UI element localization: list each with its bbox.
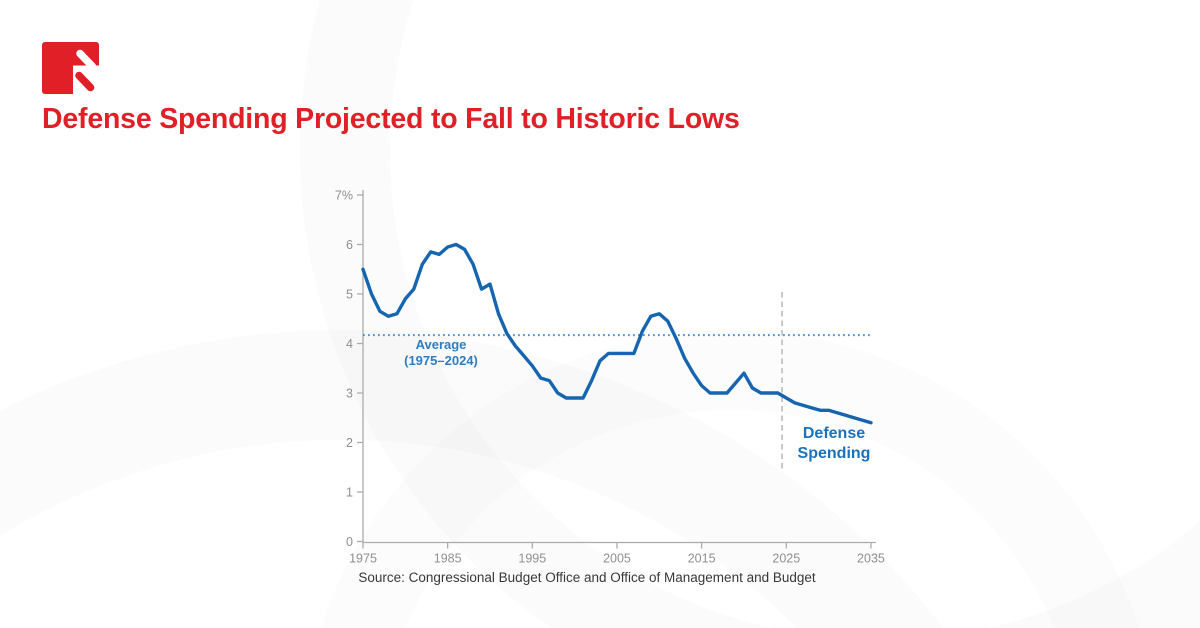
y-axis-tick-label: 2 [346,436,353,450]
x-axis-tick-label: 1995 [518,552,546,566]
average-line-label: Average (1975–2024) [383,337,499,368]
series-label-line2: Spending [797,445,871,462]
average-label-line1: Average [415,337,467,352]
y-axis-tick-label: 3 [346,387,353,401]
x-axis-tick-label: 2035 [857,552,885,566]
y-axis-tick-label: 4 [346,337,353,351]
series-label-line1: Defense [802,425,866,442]
y-axis-tick-label: 7% [335,189,353,203]
page-title: Defense Spending Projected to Fall to Hi… [42,103,740,135]
y-axis-tick-label: 1 [346,486,353,500]
source-note: Source: Congressional Budget Office and … [358,570,816,585]
x-axis-tick-label: 1985 [434,552,462,566]
defense-spending-line [361,242,873,425]
x-axis-tick-label: 2005 [603,552,631,566]
pgpf-logo-icon [42,42,99,94]
x-axis-tick-label: 2025 [772,552,800,566]
average-label-line2: (1975–2024) [404,352,478,368]
x-axis-tick-label: 1975 [349,552,377,566]
series-label: Defense Spending [772,424,896,464]
y-axis-tick-label: 5 [346,288,353,302]
y-axis-tick-label: 0 [346,535,353,549]
y-axis-tick-label: 6 [346,238,353,252]
x-axis-tick-label: 2015 [688,552,716,566]
